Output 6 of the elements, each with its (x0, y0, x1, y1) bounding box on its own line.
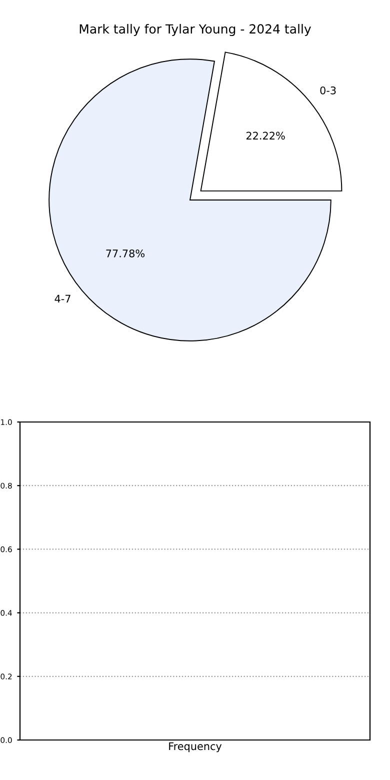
slice-label: 4-7 (54, 294, 70, 302)
x-axis-title: Frequency (169, 742, 222, 752)
chart-title: Mark tally for Tylar Young - 2024 tally (80, 24, 311, 36)
data-label: 77.78% (106, 249, 145, 258)
slice-label: 0-3 (320, 86, 336, 94)
data-label: 22.22% (246, 132, 285, 140)
